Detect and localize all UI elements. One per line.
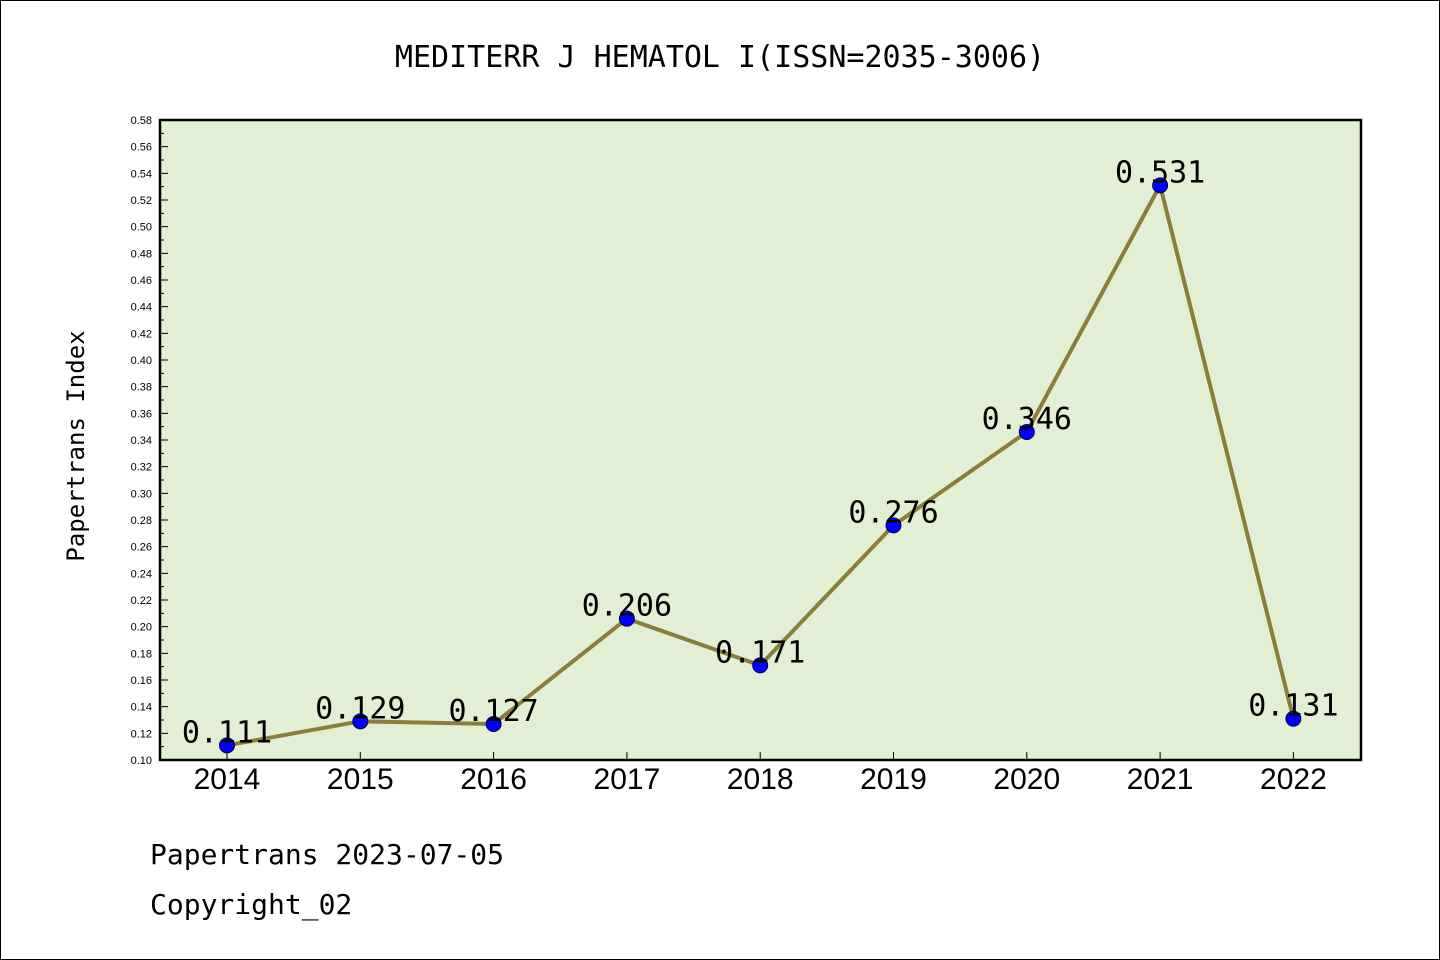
data-label: 0.111 [182,715,272,750]
data-label: 0.206 [582,589,672,624]
data-point [352,713,369,730]
y-tick-label: 0.48 [131,248,152,260]
series-papertrans-index [219,177,1302,754]
y-tick-label: 0.22 [131,595,152,607]
data-label: 0.276 [848,495,938,530]
y-tick-label: 0.32 [131,462,152,474]
y-tick-label: 0.28 [131,515,152,527]
y-tick-label: 0.44 [131,302,152,314]
plot-area [158,118,1363,762]
x-tick-label: 2015 [327,763,394,796]
y-tick-label: 0.46 [131,275,152,287]
y-tick-label: 0.50 [131,222,152,234]
y-tick-label: 0.38 [131,382,152,394]
y-tick-label: 0.52 [131,195,152,207]
y-tick-label: 0.18 [131,648,152,660]
x-tick-label: 2016 [460,763,527,796]
y-tick-label: 0.12 [131,728,152,740]
chart-title: MEDITERR J HEMATOL I(ISSN=2035-3006) [395,40,1045,75]
data-label: 0.127 [448,694,538,729]
data-label: 0.346 [982,402,1072,437]
data-label: 0.531 [1115,155,1205,190]
footer-date: Papertrans 2023-07-05 [150,838,504,871]
data-point [1152,177,1169,194]
data-point [752,657,769,674]
data-labels: 0.111 0.129 0.127 0.206 0.171 0.276 0.346 0.531… [182,155,1339,750]
data-point [618,610,635,627]
data-point [219,737,235,754]
y-tick-label: 0.34 [131,435,152,447]
footer-copyright: Copyright_02 [150,888,352,922]
y-tick-label: 0.56 [131,142,152,154]
y-tick-label: 0.36 [131,408,152,420]
data-label: 0.131 [1248,689,1338,724]
x-tick-label: 2018 [727,763,794,796]
data-point [1018,424,1035,440]
data-point [885,517,902,534]
x-tick-label: 2017 [594,763,661,796]
y-tick-label: 0.58 [131,115,152,127]
x-tick-label: 2021 [1127,763,1194,796]
y-tick-label: 0.16 [131,675,152,687]
y-tick-label: 0.30 [131,488,152,500]
x-tick-label: 2022 [1260,763,1327,796]
data-point [485,716,502,732]
y-tick-label: 0.10 [131,755,152,767]
data-label: 0.129 [315,691,405,726]
y-tick-label: 0.42 [131,328,152,340]
x-tick-label: 2014 [194,763,261,796]
y-tick-label: 0.54 [131,168,152,180]
data-point [1285,710,1302,727]
x-tick-label: 2020 [993,763,1060,796]
x-tick-label: 2019 [860,763,927,796]
y-tick-label: 0.40 [131,355,152,367]
y-tick-label: 0.20 [131,622,152,634]
x-axis: 2014 2015 2016 2017 2018 2019 2020 2021 2022 [194,752,1327,796]
y-tick-label: 0.24 [131,568,152,580]
y-axis-label: Papertrans Index [62,330,90,561]
data-label: 0.171 [715,635,805,670]
y-tick-label: 0.14 [131,702,152,714]
y-tick-label: 0.26 [131,542,152,554]
y-axis: 0.10 0.12 0.14 0.16 0.18 0.20 0.22 0.24 0.26 0.28… [131,115,168,767]
